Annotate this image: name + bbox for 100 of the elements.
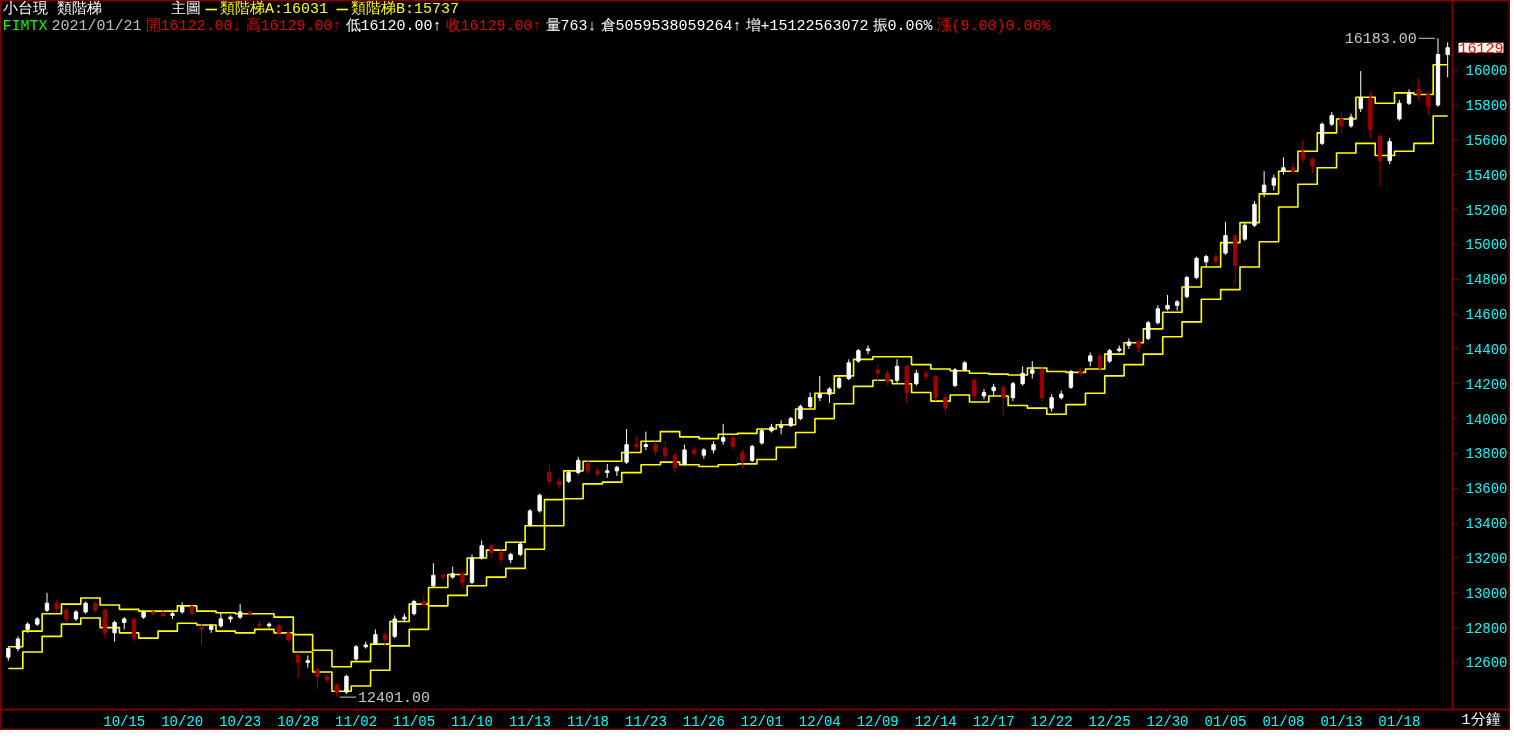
y-tick-label: 13400	[1465, 516, 1508, 533]
x-tick-label: 11/02	[335, 713, 378, 730]
candlestick	[1397, 99, 1402, 122]
x-tick-label: 12/17	[972, 713, 1015, 730]
candlestick	[382, 630, 388, 646]
candlestick	[537, 492, 542, 514]
x-tick-label: 11/10	[451, 713, 494, 730]
y-tick-label: 15000	[1465, 237, 1508, 254]
candlestick	[1194, 256, 1199, 280]
annotation: 增+15122563072	[744, 17, 869, 35]
candlestick	[431, 562, 436, 589]
x-tick-label: 12/22	[1030, 713, 1073, 730]
y-tick-label: 15800	[1465, 98, 1508, 115]
candlestick	[1300, 139, 1305, 164]
candlestick	[102, 607, 108, 639]
candlestick	[972, 378, 977, 400]
candlestick	[740, 449, 745, 469]
annotation: 倉5059538059264↑	[600, 17, 742, 35]
candlestick	[865, 344, 871, 355]
y-tick-label: 13200	[1465, 550, 1508, 567]
candlestick	[672, 452, 678, 474]
candlestick	[1290, 162, 1296, 176]
y-tick-label: 14600	[1465, 307, 1508, 324]
candlestick	[1184, 275, 1190, 299]
y-tick-label: 12800	[1465, 620, 1508, 637]
candlestick	[943, 393, 948, 414]
x-tick-label: 11/13	[508, 713, 551, 730]
y-tick-label: 14200	[1465, 376, 1508, 393]
candlestick	[440, 573, 446, 582]
annotation: 主圖	[170, 0, 201, 18]
candlestick	[894, 358, 900, 385]
x-tick-label: 01/13	[1320, 713, 1363, 730]
candlestick	[1068, 369, 1074, 390]
candlestick	[720, 423, 726, 446]
legend-label: 類階梯A:16031	[220, 0, 329, 18]
annotation: 振0.06%	[872, 17, 934, 35]
candlestick	[392, 614, 397, 639]
candlestick	[1001, 384, 1006, 416]
y-tick-label: 15600	[1465, 132, 1508, 149]
candlestick	[1146, 320, 1151, 341]
x-tick-label: 01/05	[1204, 713, 1247, 730]
candlestick	[1223, 221, 1228, 256]
candlestick	[1252, 200, 1257, 228]
candlestick	[1020, 365, 1025, 386]
candlestick	[643, 431, 649, 451]
annotation: FIMTX	[2, 18, 48, 35]
x-tick-label: 12/25	[1088, 713, 1131, 730]
candlestick	[624, 428, 629, 465]
x-tick-label: 11/18	[566, 713, 609, 730]
x-tick-label: 10/15	[103, 713, 146, 730]
candlestick	[498, 548, 504, 566]
candlestick	[160, 609, 166, 618]
candlestick	[547, 464, 552, 486]
x-tick-label: 10/28	[277, 713, 320, 730]
candlestick	[1445, 41, 1450, 78]
candlestick	[875, 364, 880, 385]
annotation: 2021/01/21	[51, 18, 142, 35]
candlestick	[1010, 381, 1016, 402]
candlestick	[1155, 304, 1161, 326]
x-tick-label: 01/18	[1378, 713, 1421, 730]
candlestick	[663, 440, 668, 461]
candlestick	[44, 592, 50, 613]
y-tick-label: 12600	[1465, 655, 1508, 672]
candlestick	[344, 674, 349, 695]
annotation: 高16129.00↑	[245, 17, 342, 35]
candlestick	[1387, 137, 1392, 165]
candlestick	[981, 388, 987, 400]
candlestick	[1126, 337, 1132, 350]
candlestick	[131, 616, 137, 643]
x-tick-label: 12/01	[740, 713, 783, 730]
annotation: 16183.00	[1344, 31, 1417, 49]
y-tick-label: 14000	[1465, 411, 1508, 428]
x-tick-label: 11/23	[624, 713, 667, 730]
candlestick	[817, 375, 822, 402]
x-tick-label: 10/20	[161, 713, 204, 730]
candlestick	[112, 620, 117, 643]
x-tick-label: 12/14	[914, 713, 957, 730]
candlestick	[1416, 77, 1421, 103]
annotation: 量763↓	[545, 18, 597, 35]
x-tick-label: 11/26	[682, 713, 725, 730]
y-tick-label: 15400	[1465, 167, 1508, 184]
x-tick-label: 12/09	[856, 713, 899, 730]
annotation: 12401.00	[358, 690, 431, 708]
annotation: 漲(9.00)0.06%	[936, 17, 1052, 35]
candlestick	[1426, 90, 1431, 116]
y-tick-label: 13000	[1465, 585, 1508, 602]
candlestick	[479, 540, 484, 561]
y-tick-label: 13600	[1465, 481, 1508, 498]
candlestick	[1261, 170, 1267, 198]
x-tick-label: 10/23	[219, 713, 262, 730]
candlestick	[952, 367, 958, 388]
candlestick	[1358, 70, 1363, 113]
y-tick-label: 15200	[1465, 202, 1508, 219]
x-tick-label: 12/30	[1146, 713, 1189, 730]
candlestick	[1319, 121, 1325, 146]
annotation: 收16129.00↑	[445, 18, 542, 35]
candlestick	[199, 623, 204, 646]
text: 16129	[1458, 40, 1504, 58]
x-tick-label: 01/08	[1262, 713, 1305, 730]
y-tick-label: 14800	[1465, 272, 1508, 289]
